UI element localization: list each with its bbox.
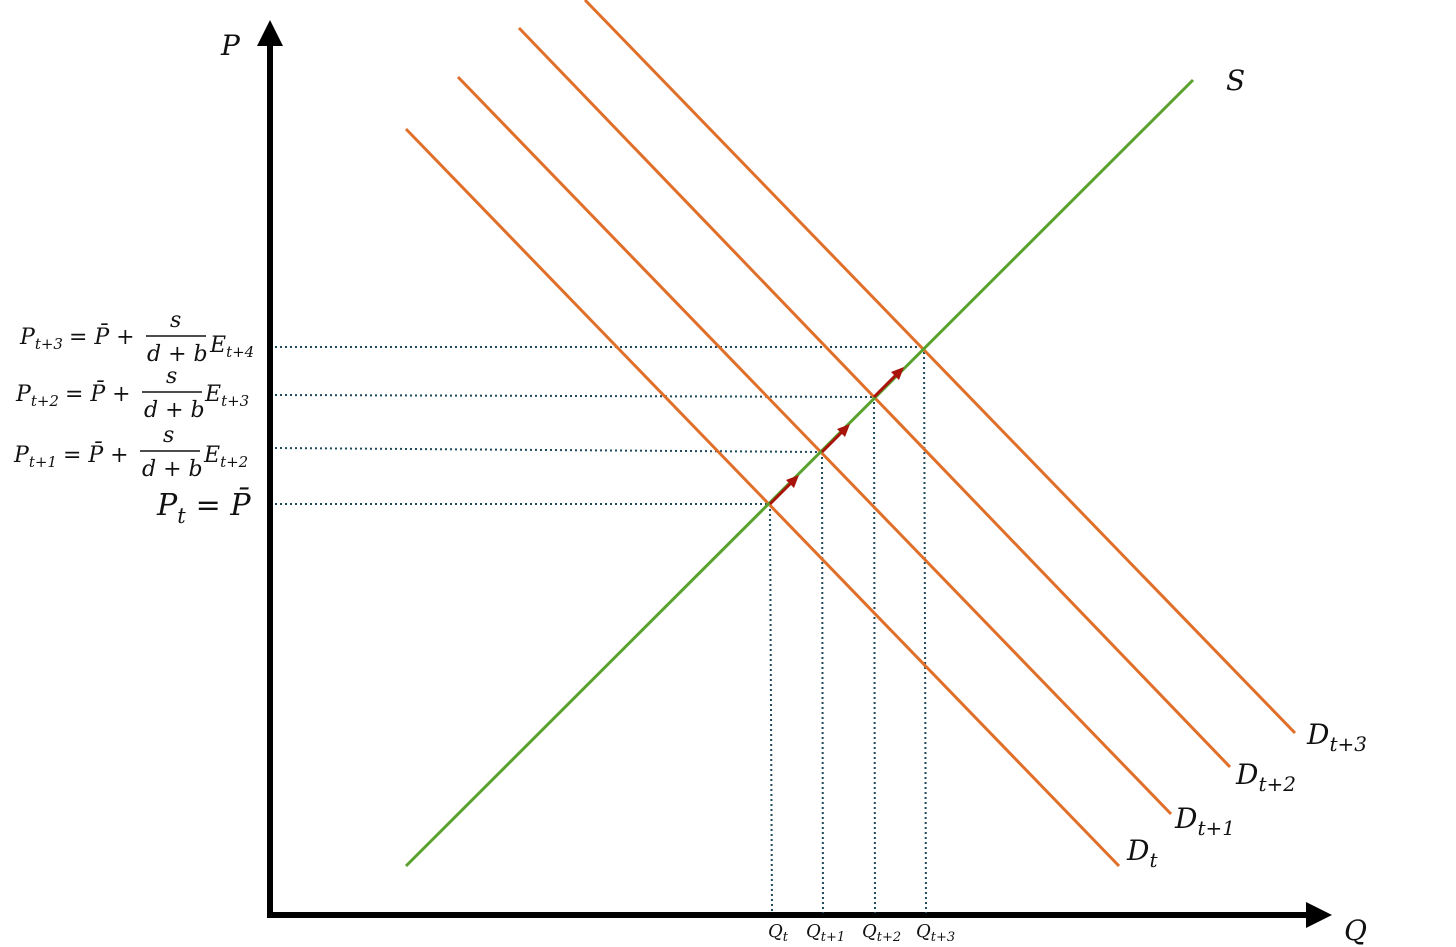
arrow-t-to-t1 xyxy=(768,475,799,506)
svg-text:Pt+1= P̄ +: Pt+1 = P̄ + xyxy=(13,441,129,471)
fraction-numerator: s xyxy=(170,308,181,333)
qty-label-qt: Qt xyxy=(768,921,789,945)
demand-label-dt1: Dt+1 xyxy=(1174,802,1235,840)
supply-label: S xyxy=(1226,64,1245,97)
qty-guide-qt xyxy=(769,503,773,914)
fraction-denominator: d + b xyxy=(144,398,205,423)
demand-label-dt: Dt xyxy=(1126,834,1158,872)
axes: P Q xyxy=(220,20,1367,947)
price-labels: Pt = P̄ Pt+1 = P̄ + s d + b Et+2 Pt+2 = P̄ … xyxy=(13,308,254,528)
price-guide-pt1 xyxy=(274,447,821,453)
price-label-pt2: Pt+2 = P̄ + s d + b Et+3 xyxy=(15,364,249,423)
guide-lines xyxy=(274,346,927,914)
svg-text:Pt+3= P̄ +: Pt+3 = P̄ + xyxy=(19,323,135,353)
price-label-pt: Pt = P̄ xyxy=(156,487,251,528)
arrow-t1-to-t2 xyxy=(820,424,850,454)
svg-text:Pt+2= P̄ +: Pt+2 = P̄ + xyxy=(15,380,131,410)
qty-guide-qt1 xyxy=(821,451,824,914)
qty-guide-qt2 xyxy=(873,396,876,914)
y-axis-arrowhead xyxy=(257,20,283,46)
qty-label-qt3: Qt+3 xyxy=(916,921,955,945)
qty-guide-qt3 xyxy=(923,346,927,914)
quantity-labels: Qt Qt+1 Qt+2 Qt+3 xyxy=(768,921,955,945)
fraction-denominator: d + b xyxy=(147,342,208,367)
price-label-pt3: Pt+3 = P̄ + s d + b Et+4 xyxy=(19,308,254,367)
y-axis-label: P xyxy=(220,29,241,62)
price-guide-pt2 xyxy=(274,394,874,398)
x-axis-label: Q xyxy=(1344,914,1367,947)
qty-label-qt2: Qt+2 xyxy=(862,921,901,945)
svg-text:Et+3: Et+3 xyxy=(204,382,249,410)
supply-curve xyxy=(404,78,1195,868)
demand-label-dt3: Dt+3 xyxy=(1306,718,1367,756)
demand-curve-dt xyxy=(404,127,1121,868)
arrow-t2-to-t3 xyxy=(872,367,904,399)
svg-text:Et+4: Et+4 xyxy=(209,333,254,361)
curve-labels: S Dt Dt+1 Dt+2 Dt+3 xyxy=(1126,64,1367,872)
demand-curves xyxy=(404,0,1297,868)
price-label-pt1: Pt+1 = P̄ + s d + b Et+2 xyxy=(13,423,248,482)
fraction-numerator: s xyxy=(166,364,177,389)
demand-curve-dt3 xyxy=(583,0,1297,735)
qty-label-qt1: Qt+1 xyxy=(806,921,845,945)
fraction-numerator: s xyxy=(163,423,174,448)
svg-text:Et+2: Et+2 xyxy=(203,443,248,471)
movement-arrows xyxy=(768,367,904,506)
fraction-denominator: d + b xyxy=(142,457,203,482)
demand-label-dt2: Dt+2 xyxy=(1235,758,1296,796)
demand-curve-dt1 xyxy=(456,75,1173,816)
x-axis-arrowhead xyxy=(1306,902,1332,928)
